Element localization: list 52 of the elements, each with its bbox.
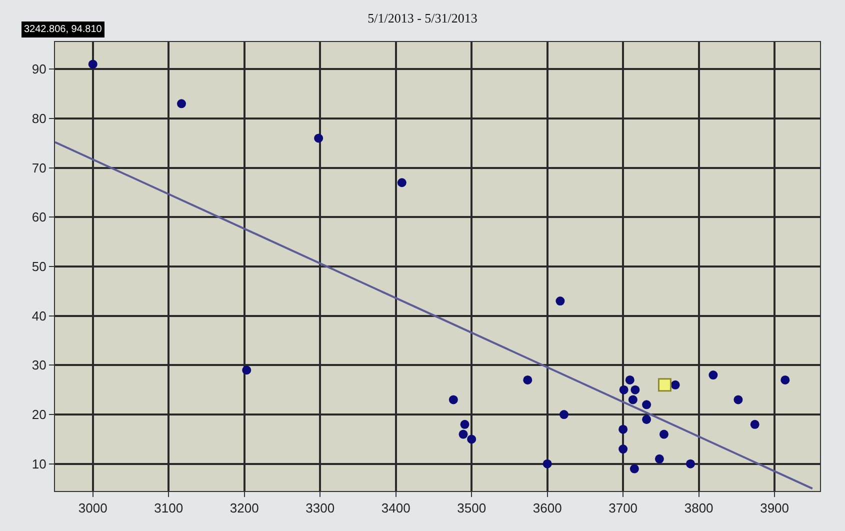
point [460, 420, 470, 429]
x-tick-label: 3700 [608, 500, 638, 516]
point [176, 99, 186, 108]
y-tick-label: 20 [32, 407, 46, 422]
point [556, 296, 565, 306]
point [654, 454, 664, 464]
point [448, 395, 458, 404]
point [642, 414, 652, 424]
point [618, 424, 628, 434]
point [542, 459, 552, 468]
x-tick-label: 3000 [78, 500, 108, 516]
point [88, 60, 98, 69]
x-tick-label: 3100 [154, 500, 184, 516]
point [467, 434, 476, 444]
x-tick-label: 3400 [381, 500, 410, 516]
point [658, 378, 672, 392]
point [523, 375, 532, 384]
point [625, 375, 634, 384]
point [750, 420, 760, 429]
point [242, 366, 252, 375]
x-tick-label: 3600 [532, 500, 562, 516]
point [686, 459, 695, 468]
point [559, 410, 568, 420]
x-tick-label: 3900 [760, 500, 790, 516]
y-tick-label: 50 [32, 259, 46, 274]
y-tick-label: 40 [32, 308, 46, 324]
y-tick-label: 10 [32, 456, 46, 472]
point [397, 178, 406, 188]
point [630, 385, 640, 394]
point [659, 430, 668, 439]
text: 3242.806, 94.810 [24, 24, 102, 35]
x-tick-label: 3200 [230, 500, 259, 516]
x-tick-label: 3800 [684, 500, 714, 516]
point [619, 385, 628, 394]
point [630, 464, 639, 474]
point [458, 430, 468, 439]
point [618, 444, 628, 454]
point [670, 380, 680, 390]
point [642, 400, 652, 410]
point [314, 134, 324, 143]
point [708, 370, 718, 380]
point [628, 395, 638, 404]
y-tick-label: 80 [32, 111, 46, 126]
x-tick-label: 3500 [457, 500, 486, 516]
chart-title: 5/1/2013 - 5/31/2013 [368, 10, 478, 26]
x-tick-label: 3300 [306, 500, 335, 516]
y-tick-label: 90 [32, 62, 46, 77]
y-tick-label: 70 [32, 160, 46, 176]
y-tick-label: 60 [32, 210, 46, 225]
y-tick-label: 30 [32, 358, 46, 373]
point [780, 375, 790, 384]
point [734, 395, 743, 404]
